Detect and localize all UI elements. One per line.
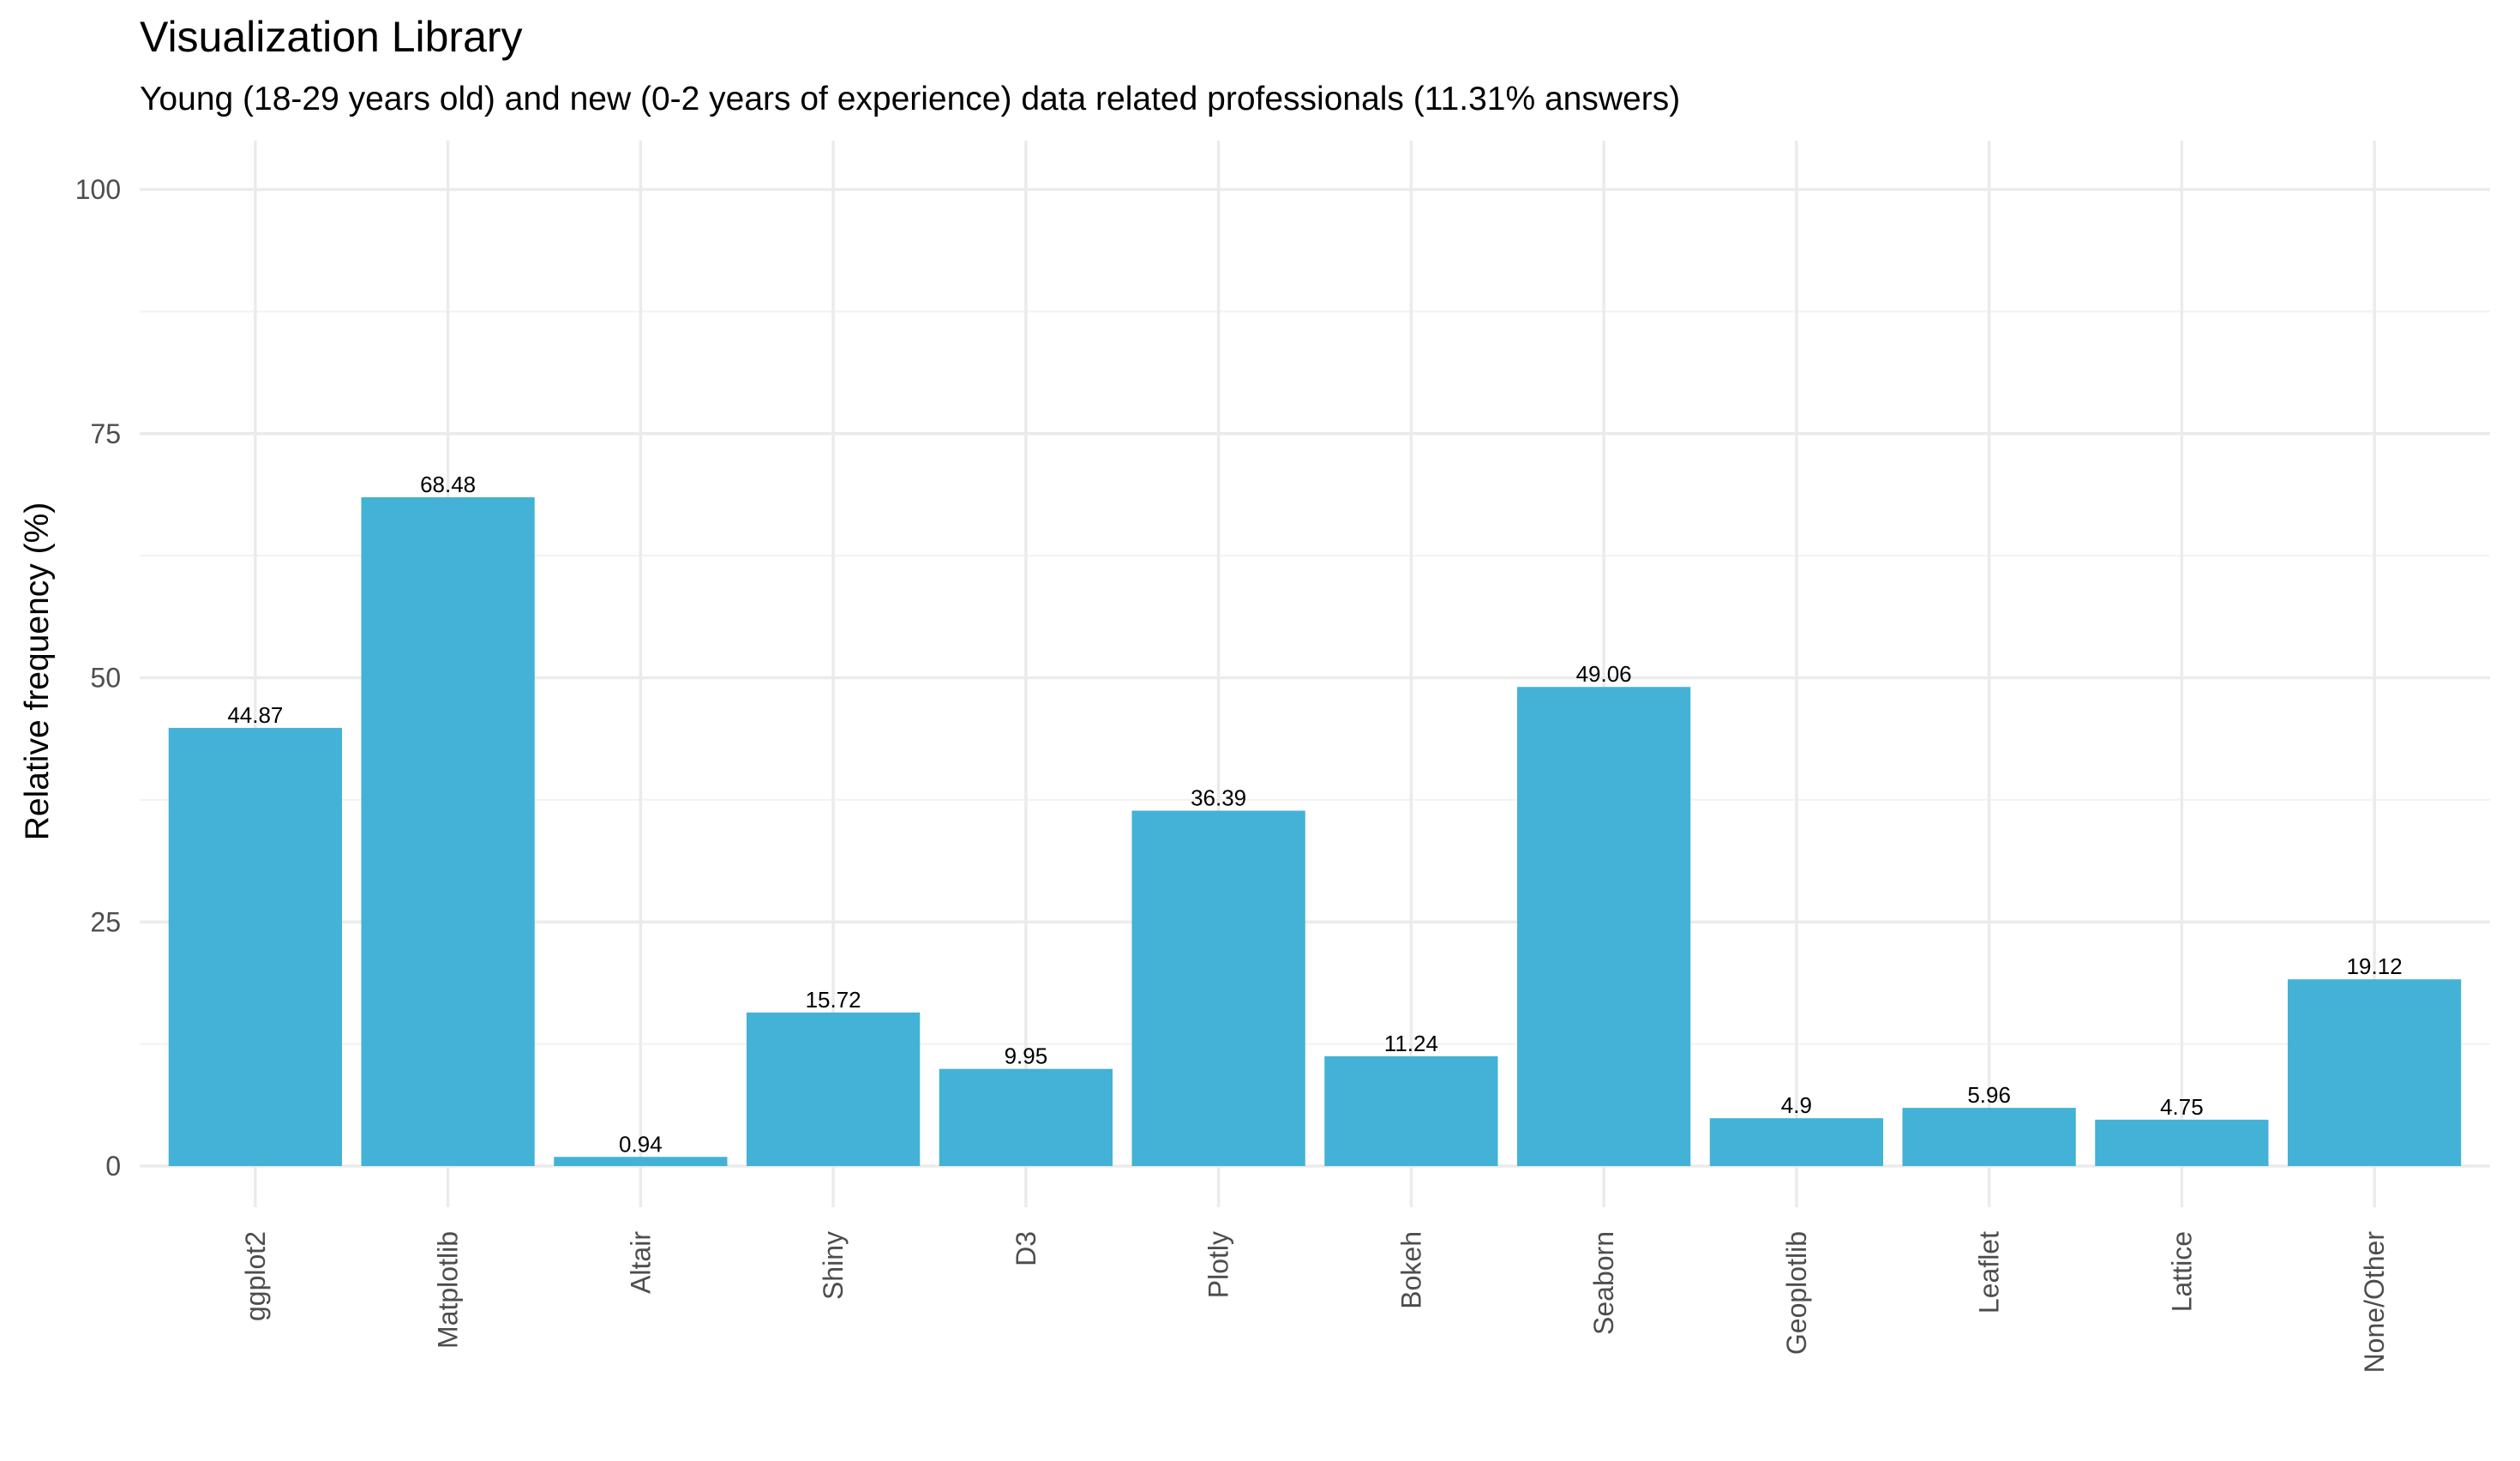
x-tick-label: None/Other [2359,1231,2390,1374]
bar-lattice [2095,1119,2269,1166]
bar-shiny [746,1012,921,1166]
x-tick-label: Plotly [1203,1231,1234,1298]
tick-label-layer: 0 25 50 75 100 ggplot2 Matplotlib Altair Shiny D3… [75,174,2391,1373]
data-label-layer: 44.87 68.48 0.94 15.72 9.95 36.39 11.24 49.06 4.… [227,472,2402,1157]
data-label: 0.94 [619,1131,663,1157]
bar-altair [554,1157,728,1166]
x-tick-label: D3 [1011,1231,1041,1266]
chart-subtitle: Young (18-29 years old) and new (0-2 yea… [140,81,1680,117]
data-label: 9.95 [1005,1043,1048,1069]
y-tick-label: 100 [75,174,121,205]
x-tick-label: Lattice [2166,1231,2197,1312]
data-label: 19.12 [2347,953,2403,979]
y-tick-label: 50 [90,663,121,694]
data-label: 36.39 [1191,785,1246,811]
y-axis-label: Relative frequency (%) [19,502,56,841]
data-label: 5.96 [1967,1082,2011,1108]
x-tick-label: Seaborn [1588,1231,1619,1335]
bar-layer [168,497,2462,1166]
bar-matplotlib [361,497,535,1166]
y-tick-label: 0 [105,1151,121,1181]
bar-plotly [1131,810,1305,1166]
data-label: 15.72 [806,987,861,1013]
x-tick-label: Bokeh [1395,1231,1426,1309]
x-tick-label: Altair [625,1231,656,1294]
bar-none-other [2288,979,2462,1166]
bar-bokeh [1324,1055,1498,1166]
x-tick-label: Shiny [818,1231,849,1300]
data-label: 4.9 [1781,1092,1812,1118]
data-label: 11.24 [1384,1031,1438,1056]
data-label: 68.48 [420,472,476,497]
bar-seaborn [1516,687,1691,1166]
bar-ggplot2 [168,727,342,1166]
data-label: 44.87 [227,702,283,728]
x-tick-label: Leaflet [1974,1231,2005,1314]
x-tick-label: Matplotlib [433,1231,464,1349]
y-tick-label: 75 [90,418,121,449]
data-label: 49.06 [1576,661,1632,687]
x-tick-label: ggplot2 [240,1231,271,1321]
bar-d3 [939,1068,1113,1166]
y-tick-label: 25 [90,906,121,937]
bar-leaflet [1902,1108,2076,1166]
x-tick-label: Geoplotlib [1781,1231,1812,1355]
data-label: 4.75 [2160,1094,2204,1120]
bar-geoplotlib [1709,1118,1884,1166]
chart-title: Visualization Library [140,13,523,61]
